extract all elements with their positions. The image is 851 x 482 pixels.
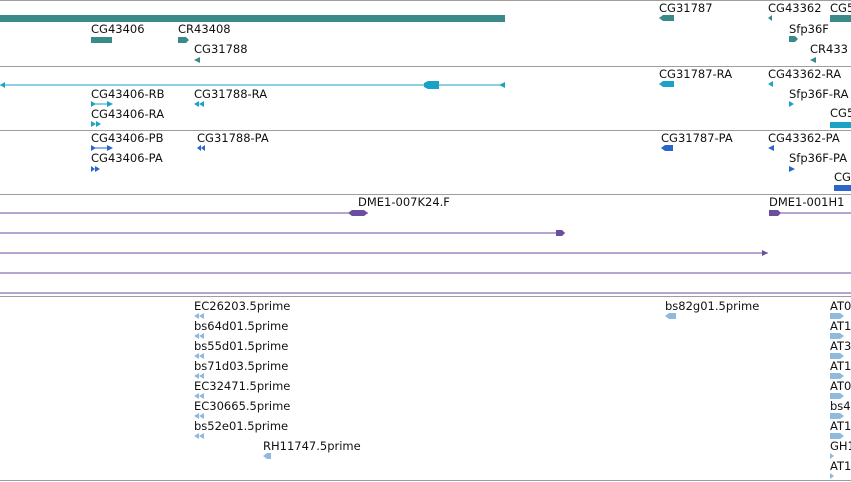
protein-feature[interactable] (91, 145, 96, 151)
transcript-track: CG43406-RB CG43406-RA CG31788-RA CG31787… (0, 66, 851, 130)
transcript-exon[interactable] (194, 101, 199, 107)
track-separator (0, 480, 851, 481)
est-label[interactable]: bs52e01.5prime (194, 419, 289, 433)
transcript-exon[interactable] (107, 101, 113, 107)
transcript-exon[interactable] (424, 81, 439, 89)
transcript-label[interactable]: CG31788-RA (194, 87, 268, 101)
est-label[interactable]: AT0 (830, 379, 851, 393)
est-label[interactable]: bs71d03.5prime (194, 359, 289, 373)
protein-track: CG43406-PB CG43406-PA CG31788-PA CG31787… (0, 130, 851, 194)
est-glyphs (194, 313, 844, 479)
gene-feature[interactable] (194, 57, 200, 63)
transcript-label[interactable]: CG43406-RB (91, 87, 165, 101)
gene-feature[interactable] (810, 57, 816, 63)
gene-feature[interactable] (768, 15, 772, 21)
protein-feature[interactable] (107, 145, 113, 151)
clone-glyphs (0, 210, 851, 294)
gene-feature[interactable] (178, 37, 189, 43)
track-separator (0, 130, 851, 131)
est-label[interactable]: AT1 (830, 419, 851, 433)
gene-track: CG43406 CR43408 CG31788 CG31787 CG43362 … (0, 0, 851, 66)
protein-feature[interactable] (91, 166, 95, 172)
track-separator (0, 0, 851, 1)
transcript-label[interactable]: CG43406-RA (91, 107, 165, 121)
protein-label[interactable]: CG43406-PB (91, 131, 164, 145)
est-label[interactable]: AT0 (830, 299, 851, 313)
transcript-label[interactable]: CG5 (830, 106, 851, 120)
protein-label[interactable]: CG31788-PA (197, 131, 269, 145)
track-separator (0, 66, 851, 67)
clone-label[interactable]: DME1-001H1 (769, 195, 845, 209)
clone-feature[interactable] (762, 250, 768, 256)
protein-feature[interactable] (201, 145, 205, 151)
transcript-exon[interactable] (768, 81, 773, 87)
clone-feature[interactable] (556, 230, 565, 236)
protein-feature[interactable] (789, 166, 795, 172)
transcript-glyphs (0, 81, 851, 128)
protein-label[interactable]: CG43406-PA (91, 151, 163, 165)
transcript-exon[interactable] (91, 101, 96, 107)
transcript-exon[interactable] (830, 122, 851, 128)
clone-track: DME1-007K24.F DME1-001H1 (0, 194, 851, 296)
est-label[interactable]: bs4 (830, 399, 851, 413)
transcript-exon[interactable] (96, 121, 101, 127)
transcript-label[interactable]: Sfp36F-RA (789, 87, 849, 101)
clone-label[interactable]: DME1-007K24.F (358, 195, 450, 209)
est-label[interactable]: AT1 (830, 359, 851, 373)
gene-feature[interactable] (830, 15, 851, 22)
gene-label[interactable]: Sfp36F (789, 22, 829, 36)
est-label[interactable]: EC26203.5prime (194, 299, 291, 313)
gene-label[interactable]: CG43362 (768, 1, 822, 15)
est-label[interactable]: RH11747.5prime (263, 439, 361, 453)
est-label[interactable]: EC30665.5prime (194, 399, 291, 413)
protein-label[interactable]: Sfp36F-PA (789, 151, 848, 165)
protein-feature[interactable] (834, 185, 851, 191)
protein-glyphs (91, 145, 851, 191)
gene-label[interactable]: CG31788 (194, 42, 248, 56)
est-label[interactable]: bs82g01.5prime (665, 299, 760, 313)
gene-label[interactable]: CR433 (810, 42, 848, 56)
transcript-exon[interactable] (659, 81, 674, 87)
gene-label[interactable]: CG5 (830, 1, 851, 15)
transcript-exon[interactable] (499, 82, 505, 88)
est-label[interactable]: GH1 (830, 439, 851, 453)
gene-label[interactable]: CR43408 (178, 22, 231, 36)
gene-feature-bar[interactable] (0, 15, 505, 22)
track-separator (0, 296, 851, 297)
protein-feature[interactable] (661, 145, 673, 151)
est-label[interactable]: bs64d01.5prime (194, 319, 289, 333)
protein-label[interactable]: CG43362-PA (768, 131, 840, 145)
gene-label[interactable]: CG43406 (91, 22, 145, 36)
est-label[interactable]: EC32471.5prime (194, 379, 291, 393)
protein-label[interactable]: CG (834, 170, 851, 184)
gene-feature[interactable] (659, 15, 674, 21)
track-separator (0, 194, 851, 195)
transcript-label[interactable]: CG31787-RA (659, 67, 733, 81)
transcript-arrow[interactable] (0, 82, 5, 88)
est-track: EC26203.5prime bs64d01.5prime bs55d01.5p… (0, 296, 851, 480)
est-label[interactable]: AT1 (830, 459, 851, 473)
gene-feature[interactable] (91, 37, 112, 43)
transcript-exon[interactable] (789, 101, 794, 107)
transcript-exon[interactable] (91, 121, 96, 127)
transcript-exon[interactable] (199, 101, 204, 107)
protein-label[interactable]: CG31787-PA (661, 131, 733, 145)
transcript-label[interactable]: CG43362-RA (768, 67, 842, 81)
est-label[interactable]: bs55d01.5prime (194, 339, 289, 353)
clone-feature[interactable] (348, 210, 368, 216)
gene-glyphs (0, 15, 851, 63)
protein-feature[interactable] (95, 166, 100, 172)
est-label[interactable]: AT1 (830, 319, 851, 333)
est-label[interactable]: AT3 (830, 339, 851, 353)
clone-feature[interactable] (769, 210, 781, 216)
protein-feature[interactable] (768, 145, 774, 151)
gene-feature[interactable] (789, 36, 798, 42)
gene-label[interactable]: CG31787 (659, 1, 713, 15)
protein-feature[interactable] (197, 145, 201, 151)
